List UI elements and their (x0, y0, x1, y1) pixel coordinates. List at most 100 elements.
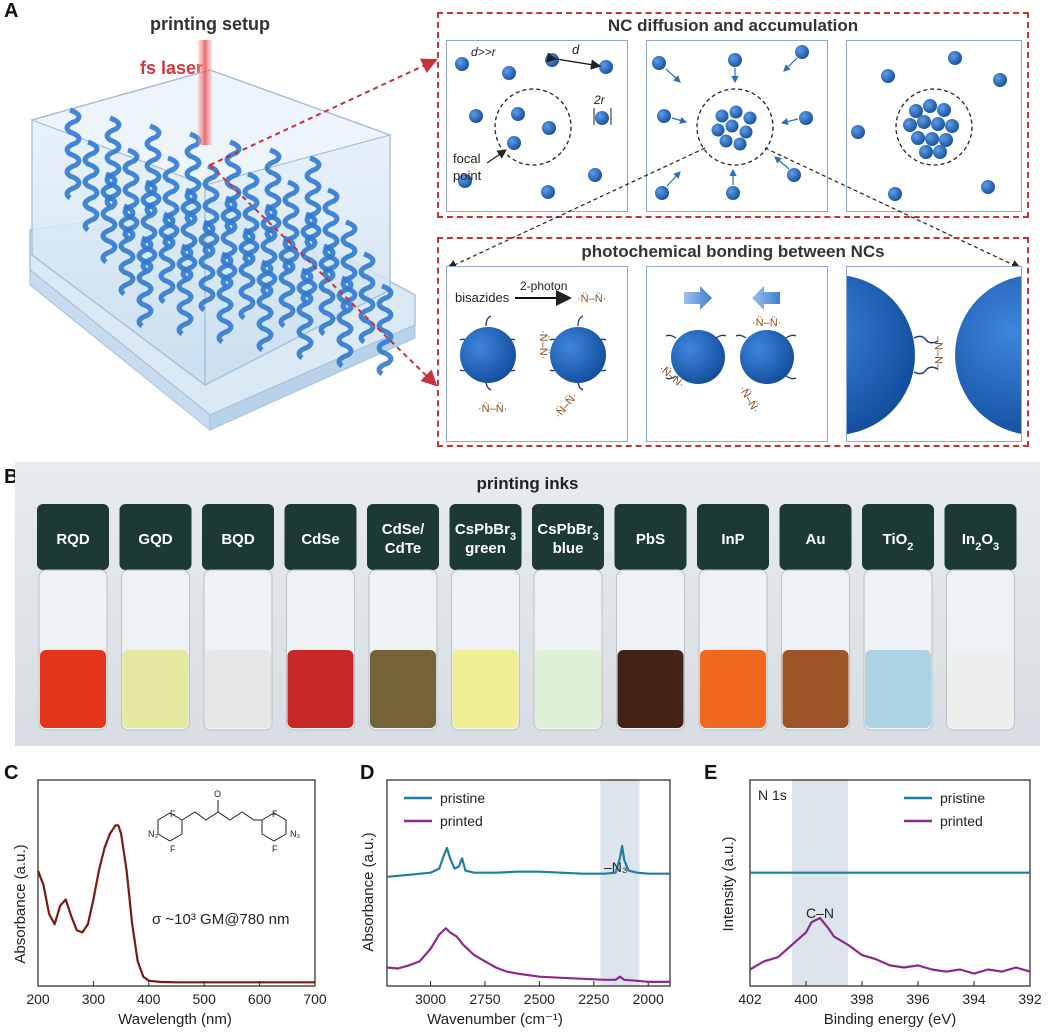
helix (358, 251, 376, 344)
vial-cap (202, 504, 274, 570)
vial-liquid (947, 650, 1014, 728)
vial-liquid (535, 650, 601, 728)
series-line (749, 916, 1031, 975)
vial-cap (779, 504, 852, 570)
helix (122, 147, 140, 240)
helix (162, 155, 180, 248)
d-xlabel: Wavenumber (cm⁻¹) (427, 1011, 563, 1028)
vial-liquid (700, 650, 766, 728)
c-ylabel: Absorbance (a.u.) (12, 844, 29, 963)
x-tick-label: 3000 (415, 991, 446, 1007)
helix (296, 267, 314, 360)
vial-label: GQD (138, 531, 172, 548)
printed-helices (64, 107, 394, 376)
n3-right-label: N₃ (290, 829, 300, 839)
e-ylabel: Intensity (a.u.) (720, 836, 737, 931)
vial-label: Au (806, 531, 826, 548)
vial: BQD (202, 504, 274, 731)
vial-cap (614, 504, 687, 570)
two-photon-label: 2-photon (520, 279, 567, 293)
helix (100, 171, 118, 264)
vial-liquid (452, 650, 519, 728)
d-label: d (572, 42, 580, 57)
svg-text:–N–N–: –N–N– (932, 336, 944, 371)
vial-liquid (370, 650, 436, 728)
c-xlabel: Wavelength (nm) (118, 1011, 232, 1028)
x-tick-label: 394 (962, 991, 986, 1007)
helix (304, 155, 322, 248)
x-tick-label: 600 (248, 991, 272, 1007)
x-tick-label: 2750 (469, 991, 500, 1007)
vial: GQD (119, 504, 192, 731)
cn-annotation: C–N (806, 905, 834, 921)
vial-liquid (122, 650, 189, 728)
plot-frame (37, 779, 316, 987)
vial-cap (367, 504, 439, 570)
helix (242, 171, 260, 264)
vial-cap (284, 504, 357, 570)
vial-liquid (782, 650, 849, 728)
bonding-title: photochemical bonding between NCs (581, 242, 885, 261)
bonding-box (437, 237, 1029, 447)
shaded-region (600, 780, 640, 986)
printing-inks-title: printing inks (476, 474, 579, 493)
vial-cap (697, 504, 769, 570)
x-tick-label: 402 (738, 991, 762, 1007)
helix (260, 203, 278, 296)
series-line (386, 844, 670, 878)
bonding-frame-1 (446, 266, 628, 442)
svg-text:F: F (272, 809, 278, 819)
plot-frame (749, 779, 1031, 987)
helix (322, 187, 340, 280)
plot-frame (386, 779, 671, 987)
azide-annotation: –N₃ (604, 859, 628, 875)
svg-text:·N̈–N̈·: ·N̈–N̈· (537, 330, 550, 359)
helix (176, 243, 194, 336)
diffusion-title: NC diffusion and accumulation (607, 16, 859, 35)
helix (180, 187, 198, 280)
printing-setup-illustration (29, 40, 416, 432)
panel-b-letter: B (4, 466, 19, 488)
panel-e-letter: E (704, 762, 718, 784)
x-tick-label: 500 (193, 991, 217, 1007)
vials-row: RQD GQD BQD CdSeCdSe/CdTeCsPbBr3greenCsPbBr… (37, 504, 1017, 731)
x-tick-label: 396 (906, 991, 930, 1007)
legend-label: printed (940, 813, 983, 829)
nitrene-product: ·N̈–N̈· (577, 292, 606, 305)
bisazide-molecule (157, 800, 287, 842)
helix (220, 195, 238, 288)
x-tick-label: 700 (303, 991, 327, 1007)
helix (104, 115, 122, 208)
x-tick-label: 2500 (524, 991, 555, 1007)
x-tick-label: 398 (850, 991, 874, 1007)
vial-label: CdTe (385, 540, 421, 557)
helix (82, 139, 100, 232)
helix (158, 211, 176, 304)
focal-volume (494, 88, 572, 166)
x-tick-label: 200 (26, 991, 50, 1007)
shaded-region (792, 780, 848, 986)
helix (144, 123, 162, 216)
helix (118, 203, 136, 296)
svg-text:·N̈–N̈·: ·N̈–N̈· (752, 316, 781, 329)
vial-label: In2O3 (962, 531, 999, 553)
chart-e: 402 400 398 396 394 392 pristine printed Binding… (720, 779, 1042, 1028)
focal-label-line1: focal (453, 151, 481, 166)
vial-cap (37, 504, 109, 570)
cross-section-annotation: σ ~10³ GM@780 nm (152, 911, 289, 928)
svg-text:F: F (272, 844, 278, 854)
diffusion-box (437, 12, 1029, 218)
svg-text:F: F (170, 809, 176, 819)
focal-label-line2: point (453, 168, 482, 183)
nc-schematic: d>>r d 2r focal point (209, 42, 1022, 387)
frame3-ncs (851, 51, 1007, 201)
x-tick-label: 2000 (633, 991, 664, 1007)
vial-cap (119, 504, 192, 570)
bisazides-label: bisazides (455, 290, 510, 305)
two-r-label: 2r (593, 93, 606, 107)
vial-label: InP (721, 531, 744, 548)
vial: RQD (37, 504, 109, 731)
x-tick-label: 300 (82, 991, 106, 1007)
vial: In2O3 (944, 504, 1017, 731)
series-line (386, 927, 670, 983)
